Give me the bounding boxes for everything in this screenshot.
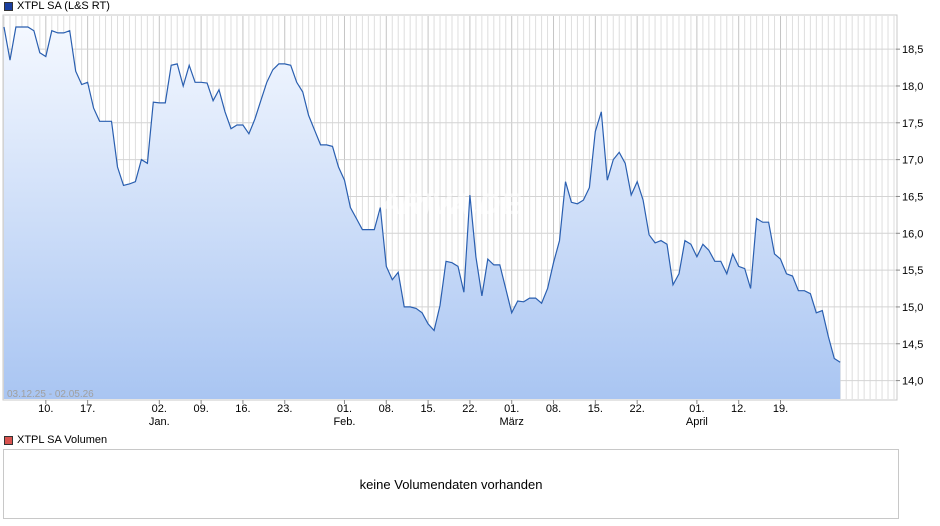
x-tick-label: 08. <box>546 403 561 415</box>
volume-panel: keine Volumendaten vorhanden <box>3 449 899 519</box>
price-legend-swatch <box>4 1 13 11</box>
volume-legend: XTPL SA Volumen <box>4 434 107 446</box>
y-tick-label: 15,5 <box>902 265 923 277</box>
volume-empty-message: keine Volumendaten vorhanden <box>359 476 543 492</box>
y-tick-label: 15,0 <box>902 302 923 314</box>
x-tick-label: 16. <box>235 403 250 415</box>
date-range: 03.12.25 - 02.05.26 <box>7 389 94 400</box>
x-tick-label: 09. <box>193 403 208 415</box>
x-axis: 10. 17. 02. 09. 16. 23. 01. 08. 15. 22. 01. 08. 15. 2… <box>38 400 788 428</box>
y-axis: 14,0 14,5 15,0 15,5 16,0 16,5 17,0 17,5 18,0 18,5 <box>896 44 923 388</box>
x-tick-label: 12. <box>731 403 746 415</box>
x-tick-label: 22. <box>462 403 477 415</box>
x-tick-label: 23. <box>277 403 292 415</box>
x-tick-label: 01. <box>504 403 519 415</box>
x-tick-label: 01. <box>689 403 704 415</box>
price-chart: ARIVA.DE 14,0 14,5 15,0 15,5 16,0 16,5 17,0 17,… <box>2 14 923 428</box>
x-tick-label: 17. <box>80 403 95 415</box>
x-tick-label: 19. <box>773 403 788 415</box>
y-tick-label: 18,0 <box>902 81 923 93</box>
x-tick-label: 08. <box>379 403 394 415</box>
price-legend-label: XTPL SA (L&S RT) <box>17 0 110 12</box>
x-tick-label: 15. <box>588 403 603 415</box>
x-month-label: April <box>686 416 708 428</box>
y-tick-label: 14,0 <box>902 376 923 388</box>
x-tick-label: 15. <box>420 403 435 415</box>
x-month-label: Jan. <box>149 416 170 428</box>
price-legend: XTPL SA (L&S RT) <box>4 0 110 12</box>
x-month-label: Feb. <box>333 416 355 428</box>
x-tick-label: 02. <box>152 403 167 415</box>
price-line <box>3 26 841 363</box>
watermark: ARIVA.DE <box>378 188 521 221</box>
y-tick-label: 14,5 <box>902 339 923 351</box>
y-tick-label: 18,5 <box>902 44 923 56</box>
y-tick-label: 16,0 <box>902 228 923 240</box>
x-tick-label: 22. <box>630 403 645 415</box>
volume-legend-swatch <box>4 435 13 445</box>
y-tick-label: 17,0 <box>902 155 923 167</box>
x-month-label: März <box>499 416 523 428</box>
y-tick-label: 17,5 <box>902 118 923 130</box>
x-tick-label: 10. <box>38 403 53 415</box>
volume-legend-label: XTPL SA Volumen <box>17 434 108 446</box>
y-tick-label: 16,5 <box>902 191 923 203</box>
x-tick-label: 01. <box>337 403 352 415</box>
price-area <box>4 27 841 399</box>
